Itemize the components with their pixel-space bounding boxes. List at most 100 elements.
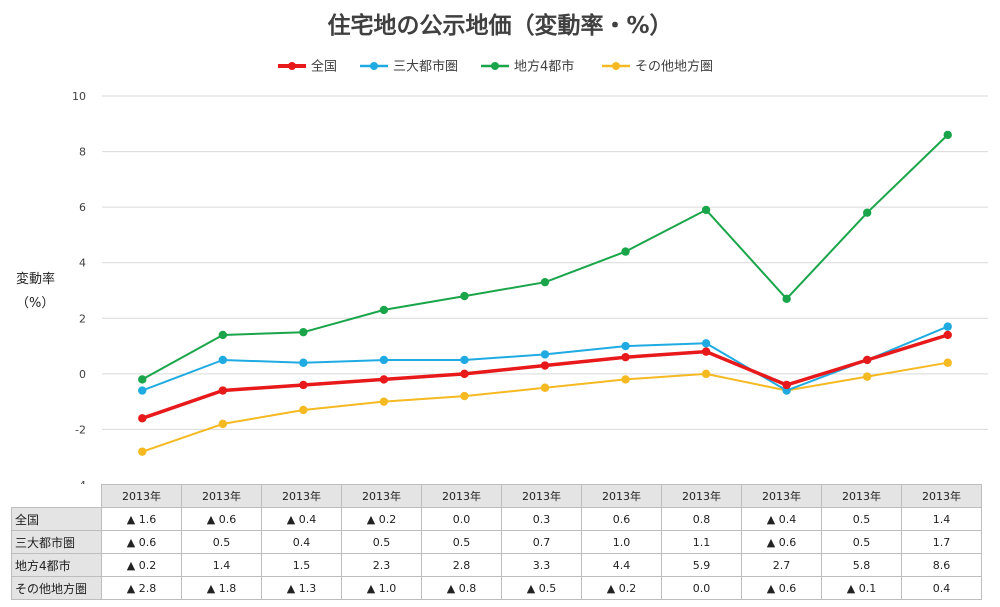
table-row-header: 地方4都市 <box>11 553 102 577</box>
data-point <box>862 372 872 381</box>
data-point <box>379 305 389 315</box>
data-point <box>379 375 389 384</box>
data-label: 0.5 <box>821 530 902 554</box>
x-category-label: 2013年 <box>341 484 422 508</box>
data-point <box>299 358 308 367</box>
data-point <box>138 375 147 384</box>
data-point <box>138 447 147 456</box>
data-point <box>701 205 711 215</box>
data-label: ▲ 1.8 <box>181 576 262 600</box>
data-label: ▲ 0.6 <box>741 530 822 554</box>
data-label: 0.5 <box>821 507 902 531</box>
gridlines <box>102 95 988 430</box>
data-label: 1.4 <box>181 553 262 577</box>
data-point <box>138 386 147 395</box>
y-tick-label: 4 <box>79 257 86 270</box>
data-label: 0.5 <box>181 530 262 554</box>
data-point <box>621 375 630 384</box>
data-label: 3.3 <box>501 553 582 577</box>
y-tick-label: 6 <box>79 201 86 214</box>
data-point <box>460 369 469 379</box>
x-category-label: 2013年 <box>501 484 582 508</box>
data-label: ▲ 0.4 <box>741 507 822 531</box>
data-label: ▲ 0.6 <box>101 530 182 554</box>
table-row: 三大都市圏 ▲ 0.6 0.5 0.4 0.5 0.5 0.7 1.0 1.1 ▲ 0.6 0.5 1… <box>11 530 982 554</box>
data-point <box>460 355 469 365</box>
data-point <box>460 391 469 401</box>
y-tick-label: 8 <box>79 146 86 159</box>
x-category-label: 2013年 <box>821 484 902 508</box>
data-label: 1.4 <box>901 507 982 531</box>
data-point <box>621 247 630 256</box>
data-label: ▲ 0.5 <box>501 576 582 600</box>
data-point <box>862 355 872 365</box>
data-point <box>701 339 711 348</box>
chart-title: 住宅地の公示地価（変動率・%） <box>327 13 673 39</box>
data-point <box>299 327 308 337</box>
legend-swatch-marker <box>288 62 296 70</box>
data-label: 0.7 <box>501 530 582 554</box>
data-label: 0.0 <box>661 576 742 600</box>
data-label: ▲ 1.0 <box>341 576 422 600</box>
data-point <box>701 369 711 379</box>
data-label: 0.5 <box>341 530 422 554</box>
legend-entry-label: 全国 <box>311 59 337 75</box>
table-row-header: その他地方圏 <box>11 576 102 600</box>
data-point <box>782 294 791 304</box>
data-point <box>218 330 228 340</box>
data-point <box>943 358 952 367</box>
data-point <box>540 361 550 370</box>
data-label: 0.4 <box>261 530 342 554</box>
x-category-label: 2013年 <box>421 484 502 508</box>
data-point <box>862 208 872 217</box>
data-point <box>540 383 550 392</box>
legend-entry-label: その他地方圏 <box>635 59 713 75</box>
data-label: 0.6 <box>581 507 662 531</box>
data-label: 1.0 <box>581 530 662 554</box>
y-tick-labels: -4 -2 0 2 4 6 8 10 <box>72 90 86 484</box>
data-point <box>540 277 550 287</box>
data-point <box>299 405 308 415</box>
table-corner <box>12 485 102 508</box>
data-label: ▲ 0.1 <box>821 576 902 600</box>
y-tick-label: -2 <box>75 423 86 436</box>
data-label: 0.8 <box>661 507 742 531</box>
data-table: 2013年 2013年 2013年 2013年 2013年 2013年 2013年 2013年… <box>11 484 982 600</box>
data-label: 1.1 <box>661 530 742 554</box>
data-point <box>218 419 228 429</box>
data-label: ▲ 2.8 <box>101 576 182 600</box>
legend-entry-label: 地方4都市 <box>514 59 574 75</box>
data-label: 2.3 <box>341 553 422 577</box>
data-point <box>379 397 389 406</box>
x-category-label: 2013年 <box>181 484 262 508</box>
data-label: ▲ 0.8 <box>421 576 502 600</box>
table-header-row: 2013年 2013年 2013年 2013年 2013年 2013年 2013年 2013年… <box>12 484 982 508</box>
line-chart: -4 -2 0 2 4 6 8 10 全国 三大都市圏 地方4都市 その他地方圏 <box>72 59 988 484</box>
data-point <box>138 414 147 423</box>
series-line <box>141 333 949 420</box>
data-label: 1.7 <box>901 530 982 554</box>
data-label: ▲ 1.6 <box>101 507 182 531</box>
data-point <box>621 352 630 362</box>
data-point <box>379 355 389 365</box>
data-label: ▲ 0.4 <box>261 507 342 531</box>
data-label: 8.6 <box>901 553 982 577</box>
legend-swatch-marker <box>612 62 620 70</box>
table-row: その他地方圏 ▲ 2.8 ▲ 1.8 ▲ 1.3 ▲ 1.0 ▲ 0.8 ▲ 0.5 ▲ 0.… <box>11 576 982 600</box>
table-row-header: 全国 <box>11 507 102 531</box>
data-label: ▲ 0.2 <box>341 507 422 531</box>
series-lines <box>141 134 949 453</box>
data-label: 0.4 <box>901 576 982 600</box>
data-label: 0.5 <box>421 530 502 554</box>
data-label: ▲ 1.3 <box>261 576 342 600</box>
y-tick-label: 0 <box>79 368 86 381</box>
x-category-label: 2013年 <box>901 484 982 508</box>
data-point <box>943 330 952 340</box>
x-category-label: 2013年 <box>261 484 342 508</box>
y-tick-label: 2 <box>79 312 86 325</box>
series-line <box>141 134 949 381</box>
table-row-header: 三大都市圏 <box>11 530 102 554</box>
data-point <box>943 322 952 331</box>
data-label: 5.9 <box>661 553 742 577</box>
data-point <box>218 386 228 395</box>
